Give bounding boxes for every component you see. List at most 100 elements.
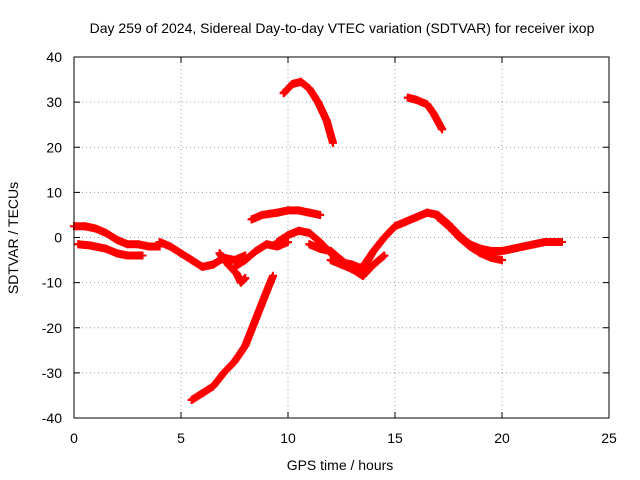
data-point [423, 208, 432, 217]
data-point [305, 84, 314, 93]
data-point [412, 95, 421, 104]
marker-trail [403, 93, 447, 134]
data-point [498, 247, 506, 256]
data-point [273, 238, 282, 247]
data-point [219, 368, 228, 377]
data-point [236, 278, 245, 287]
chart-title: Day 259 of 2024, Sidereal Day-to-day VTE… [90, 20, 595, 36]
data-point [123, 251, 132, 260]
data-point [401, 217, 410, 226]
data-point [305, 240, 314, 249]
data-point [403, 93, 412, 102]
data-point [540, 238, 549, 247]
data-point [316, 244, 325, 253]
data-point [487, 253, 496, 262]
series-arc-2 [74, 240, 147, 260]
grid-lines [74, 57, 609, 418]
series-arc-6 [230, 238, 292, 271]
data-point [519, 242, 528, 251]
series-arc-12 [403, 93, 447, 134]
data-point [326, 256, 335, 265]
y-tick-label: -40 [42, 410, 62, 426]
data-point [348, 265, 357, 274]
data-point [284, 231, 292, 240]
data-points [70, 77, 566, 404]
data-point [438, 125, 447, 134]
data-point [198, 262, 207, 271]
data-point [294, 206, 303, 215]
data-point [273, 208, 282, 217]
data-point [74, 240, 83, 249]
x-tick-label: 5 [177, 430, 185, 446]
data-point [429, 109, 438, 118]
data-point [251, 247, 260, 256]
data-point [476, 249, 485, 258]
data-point [91, 224, 100, 233]
y-tick-label: -20 [42, 320, 62, 336]
x-tick-label: 10 [280, 430, 296, 446]
data-point [209, 260, 218, 269]
data-point [433, 213, 442, 222]
data-point [279, 89, 288, 98]
data-point [455, 233, 464, 242]
data-point [224, 260, 233, 269]
series-arc-11 [326, 208, 566, 274]
data-point [328, 138, 337, 147]
data-point [134, 240, 143, 249]
y-tick-label: -30 [42, 365, 62, 381]
data-point [198, 389, 207, 398]
data-point [166, 242, 175, 251]
data-point [138, 251, 147, 260]
data-point [380, 233, 389, 242]
series-arc-7 [247, 206, 325, 224]
y-tick-label: 10 [46, 184, 62, 200]
data-point [305, 228, 314, 237]
y-tick-label: 30 [46, 94, 62, 110]
x-axis-label: GPS time / hours [287, 457, 394, 473]
data-point [296, 77, 305, 86]
data-point [80, 222, 89, 231]
marker-trail [433, 213, 506, 265]
data-point [102, 228, 111, 237]
data-point [155, 238, 164, 247]
x-tick-label: 15 [387, 430, 403, 446]
data-point [305, 208, 314, 217]
data-point [112, 249, 121, 258]
data-point [313, 98, 322, 107]
data-point [251, 314, 260, 323]
data-point [294, 226, 303, 235]
axis-ticks: 0 5 10 15 20 25 -40 -30 -20 -10 0 10 20 30 40 [42, 49, 617, 446]
data-point [230, 262, 239, 271]
series-arc-1 [70, 222, 164, 251]
data-point [326, 247, 335, 256]
data-point [112, 235, 121, 244]
data-point [369, 247, 378, 256]
data-point [230, 357, 239, 366]
data-point [209, 382, 218, 391]
data-point [123, 240, 132, 249]
data-point [87, 241, 96, 250]
data-point [498, 256, 506, 265]
data-point [423, 100, 432, 109]
data-point [465, 242, 474, 251]
y-tick-label: 40 [46, 49, 62, 65]
data-point [232, 269, 241, 278]
data-point [316, 238, 325, 247]
data-point [102, 244, 111, 253]
data-point [241, 274, 250, 283]
y-axis-label: SDTVAR / TECUs [5, 182, 21, 294]
data-point [316, 210, 325, 219]
data-point [247, 215, 256, 224]
data-point [177, 249, 185, 258]
x-tick-label: 20 [494, 430, 510, 446]
data-point [530, 240, 539, 249]
data-point [380, 251, 389, 260]
x-tick-label: 0 [70, 430, 78, 446]
data-point [322, 116, 331, 125]
data-point [444, 222, 453, 231]
data-point [369, 260, 378, 269]
data-point [284, 206, 292, 215]
series-arc-4 [187, 271, 278, 404]
y-tick-label: 0 [54, 230, 62, 246]
